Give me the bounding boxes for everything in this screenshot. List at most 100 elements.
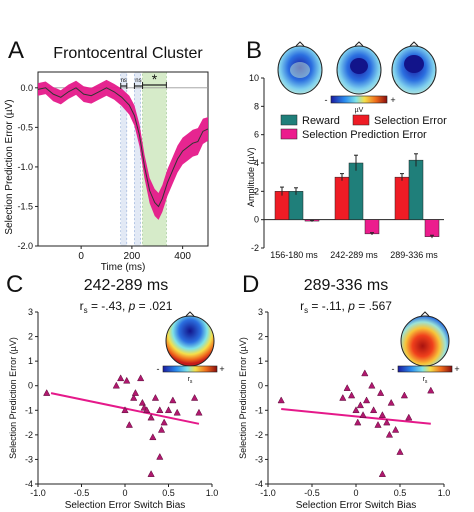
x-tick-label: 0.5 (394, 488, 407, 498)
bar-selection-error (334, 176, 350, 220)
scatter-point (173, 408, 181, 416)
scatter-point (427, 386, 435, 394)
topomap-row (277, 41, 437, 95)
scatter-point (117, 374, 125, 382)
topomap-156-180 (277, 41, 323, 95)
x-tick-label: 0 (353, 488, 358, 498)
scatter-point (151, 393, 160, 401)
scatter-point (143, 406, 151, 414)
scatter-point (121, 406, 129, 414)
scatter-point (190, 393, 199, 401)
scatter-point (160, 418, 168, 426)
colorbar-c-label: rs (188, 376, 193, 385)
scatter-point (156, 452, 164, 460)
topomap-c: - + rs (157, 311, 225, 385)
legend-label-reward: Reward (302, 115, 340, 127)
scatter-point (400, 391, 409, 399)
y-tick-label: 4 (254, 158, 259, 168)
scatter-point (361, 369, 369, 377)
bar-reward (408, 159, 424, 220)
y-tick-label: 0 (254, 215, 259, 225)
y-tick-label: 1 (28, 356, 33, 366)
x-axis-label: Selection Error Switch Bias (296, 500, 417, 511)
y-tick-label: -3 (255, 454, 263, 464)
legend-label-selection-prediction-error: Selection Prediction Error (302, 129, 427, 141)
bar-selection-error (394, 176, 410, 220)
y-tick-label: -1 (255, 405, 263, 415)
colorbar-b-minus: - (325, 95, 328, 105)
scatter-point (147, 413, 155, 421)
amplitude-bar-chart: -2 0 2 4 6 8 10 Amplitude (µV) 156-180 ms 242-289… (246, 73, 444, 260)
x-tick-label: -1.0 (260, 488, 276, 498)
scatter-point (368, 381, 376, 389)
scatter-point (374, 420, 382, 428)
y-axis-label: Selection Prediction Error (µV) (4, 99, 15, 234)
scatter-point (147, 470, 155, 477)
panel-a-title: Frontocentral Cluster (53, 45, 203, 62)
y-axis-label: Selection Prediction Error (µV) (8, 337, 18, 459)
time-window-1 (134, 71, 141, 247)
y-tick-label: -2 (25, 430, 33, 440)
topomap-d: - + rs (392, 311, 460, 385)
colorbar-c-minus: - (157, 364, 160, 374)
x-tick-label: 0.5 (162, 488, 175, 498)
scatter-point (125, 420, 133, 428)
time-window-2 (142, 71, 167, 247)
scatter-point (356, 401, 365, 409)
y-tick-label: 2 (258, 332, 263, 342)
legend-label-selection-error: Selection Error (374, 115, 447, 127)
x-tick-label: -0.5 (74, 488, 90, 498)
x-axis-label: Time (ms) (101, 262, 146, 273)
scatter-point (339, 393, 347, 401)
panel-d-title: 289-336 ms (304, 277, 389, 294)
scatter-point (123, 376, 131, 384)
scatter-point (131, 389, 140, 396)
legend-swatch-selection-prediction-error (280, 128, 298, 140)
significance-label: ns (135, 78, 141, 84)
panel-a-letter: A (8, 37, 24, 64)
colorbar-d-label: rs (423, 376, 428, 385)
scatter-point (130, 393, 138, 401)
bar-selection-prediction-error (424, 219, 440, 237)
scatter-point (369, 406, 378, 414)
legend-swatch-reward (280, 114, 298, 126)
x-axis-label: Selection Error Switch Bias (65, 500, 186, 511)
colorbar-d-plus: + (454, 364, 459, 374)
colorbar-d-minus: - (392, 364, 395, 374)
panel-d-stats: rs = -.11, p = .567 (300, 299, 392, 315)
scatter-point (362, 396, 371, 404)
y-tick-label: 3 (28, 307, 33, 317)
y-tick-label: -2 (255, 430, 263, 440)
x-tick-label: 200 (124, 251, 141, 262)
y-tick-label: -1.5 (17, 201, 33, 211)
x-tick-label: 0 (122, 488, 127, 498)
scatter-point (156, 406, 164, 414)
colorbar-b-label: µV (355, 107, 364, 114)
category-label: 156-180 ms (270, 250, 318, 260)
y-tick-label: -4 (255, 479, 263, 489)
scatter-point (343, 384, 351, 391)
scatter-plot-242-289: 3 2 1 0 -1 -2 -3 -4-1.0 -0.5 0 0.5 1.0 Selection Err… (8, 307, 218, 511)
scatter-point (149, 433, 157, 441)
scatter-point (354, 418, 362, 426)
scatter-point (164, 406, 173, 414)
x-tick-label: -0.5 (304, 488, 320, 498)
y-tick-label: 1 (258, 356, 263, 366)
y-tick-label: -0.5 (17, 122, 33, 132)
legend-swatch-selection-error (352, 114, 370, 126)
y-tick-label: 2 (254, 186, 259, 196)
scatter-point (378, 411, 387, 418)
scatter-point (385, 430, 394, 438)
y-tick-label: -2.0 (17, 241, 33, 251)
confidence-band (38, 79, 208, 220)
legend-b: Reward Selection Error Selection Predict… (280, 114, 447, 141)
panel-c-letter: C (6, 271, 23, 298)
scatter-point (195, 408, 203, 416)
time-window-0 (120, 71, 128, 247)
x-tick-label: 1.0 (438, 488, 451, 498)
scatter-point (157, 425, 166, 433)
y-axis-label: Selection Prediction Error (µV) (238, 337, 248, 459)
y-tick-label: -1 (25, 405, 33, 415)
scatter-point (169, 396, 177, 404)
